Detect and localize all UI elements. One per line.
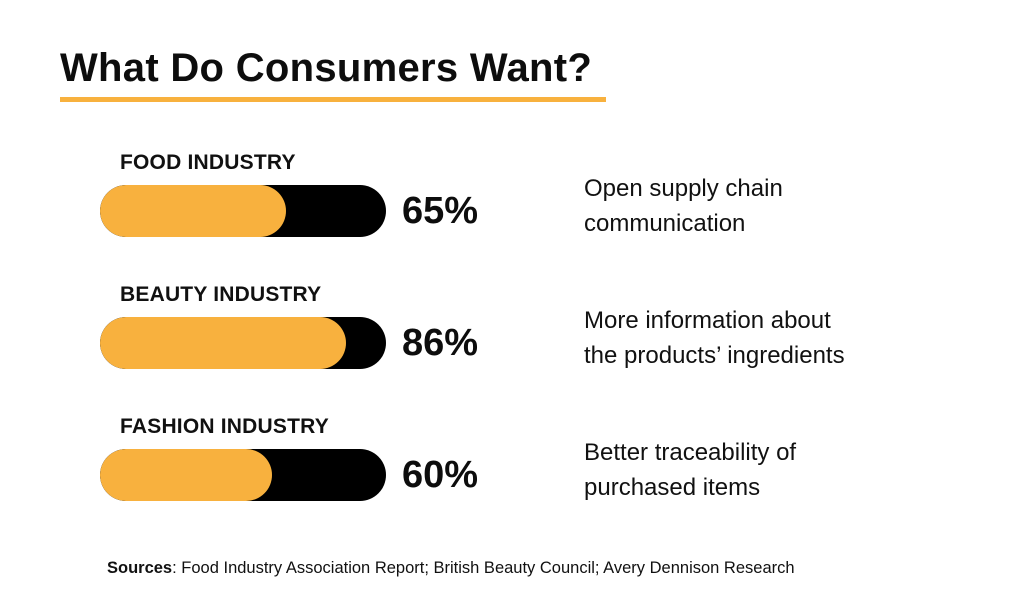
sources-text: : Food Industry Association Report; Brit… (172, 559, 795, 577)
percent-label-food: 65% (402, 190, 479, 232)
chart-row-fashion: FASHION INDUSTRY 60% Better traceability… (0, 414, 1024, 514)
bar-track-beauty (100, 317, 386, 369)
category-label-beauty: BEAUTY INDUSTRY (120, 283, 322, 306)
sources-label: Sources (107, 559, 173, 577)
description-line: the products’ ingredients (584, 342, 845, 369)
bar-fill-beauty (100, 317, 346, 369)
bar-track-food (100, 185, 386, 237)
chart-row-beauty: BEAUTY INDUSTRY 86% More information abo… (0, 282, 1024, 382)
description-line: communication (584, 210, 746, 237)
sources-footnote: Sources: Food Industry Association Repor… (107, 556, 795, 580)
title-underline (60, 97, 606, 102)
percent-label-fashion: 60% (402, 454, 479, 496)
bar-track-fashion (100, 449, 386, 501)
description-line: Better traceability of (584, 439, 797, 466)
description-fashion: Better traceability of purchased items (584, 435, 1004, 505)
chart-row-food: FOOD INDUSTRY 65% Open supply chain comm… (0, 150, 1024, 250)
category-label-food: FOOD INDUSTRY (120, 151, 296, 174)
bar-fill-food (100, 185, 286, 237)
percent-label-beauty: 86% (402, 322, 479, 364)
description-line: Open supply chain (584, 175, 783, 202)
page-title: What Do Consumers Want? (60, 46, 593, 90)
description-food: Open supply chain communication (584, 171, 1004, 241)
category-label-fashion: FASHION INDUSTRY (120, 415, 329, 438)
description-beauty: More information about the products’ ing… (584, 303, 1004, 373)
description-line: purchased items (584, 474, 761, 501)
bar-fill-fashion (100, 449, 272, 501)
description-line: More information about (584, 307, 831, 334)
